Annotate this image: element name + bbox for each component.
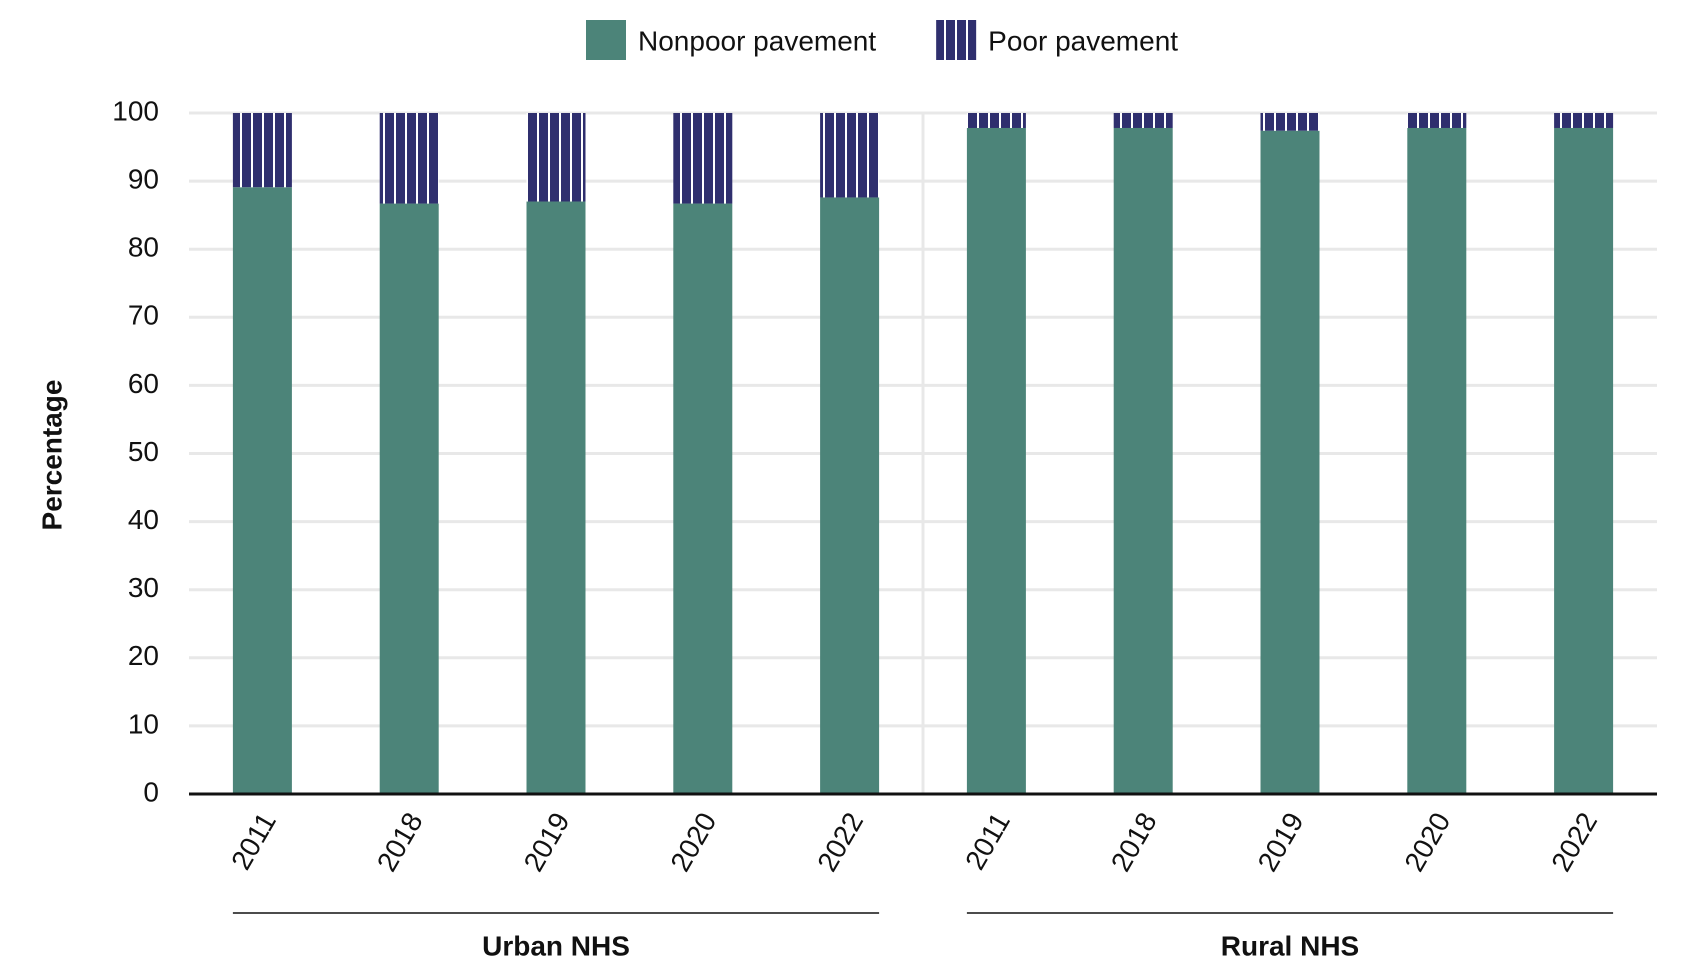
legend-swatch bbox=[936, 20, 977, 60]
y-tick-label: 20 bbox=[128, 640, 159, 671]
bar-segment bbox=[232, 113, 292, 188]
bar-segment bbox=[526, 201, 586, 794]
x-tick-label: 2019 bbox=[518, 807, 576, 876]
bar-segment bbox=[379, 203, 439, 794]
y-tick-label: 80 bbox=[128, 232, 159, 263]
bar-segment bbox=[673, 113, 733, 204]
bar-segment bbox=[1554, 113, 1614, 128]
x-tick-label: 2011 bbox=[225, 807, 282, 875]
y-tick-label: 100 bbox=[112, 95, 159, 126]
x-tick-label: 2022 bbox=[811, 807, 869, 876]
bar-segment bbox=[1260, 130, 1320, 794]
x-tick-label: 2020 bbox=[1398, 807, 1456, 876]
legend-label: Nonpoor pavement bbox=[638, 25, 876, 56]
y-tick-label: 30 bbox=[128, 572, 159, 603]
bar-segment bbox=[1407, 113, 1467, 128]
bar-segment bbox=[1113, 127, 1173, 795]
group-label: Rural NHS bbox=[1221, 930, 1359, 961]
bar-segment bbox=[526, 113, 586, 202]
bar-segment bbox=[232, 187, 292, 794]
y-tick-label: 0 bbox=[143, 776, 159, 807]
bar-segment bbox=[820, 113, 880, 198]
bar-segment bbox=[673, 203, 733, 794]
bar-segment bbox=[820, 197, 880, 795]
y-tick-label: 40 bbox=[128, 504, 159, 535]
group-label: Urban NHS bbox=[482, 930, 630, 961]
bar-segment bbox=[1260, 113, 1320, 131]
y-tick-label: 70 bbox=[128, 300, 159, 331]
bar-segment bbox=[379, 113, 439, 204]
legend-label: Poor pavement bbox=[988, 25, 1178, 56]
y-tick-label: 90 bbox=[128, 163, 159, 194]
bar-segment bbox=[1554, 127, 1614, 795]
legend-swatch bbox=[586, 20, 626, 60]
y-tick-label: 10 bbox=[128, 708, 159, 739]
x-tick-label: 2019 bbox=[1252, 807, 1310, 876]
x-tick-label: 2022 bbox=[1545, 807, 1603, 876]
x-tick-label: 2011 bbox=[959, 807, 1016, 875]
y-tick-label: 50 bbox=[128, 436, 159, 467]
bar-segment bbox=[1113, 113, 1173, 128]
x-tick-label: 2020 bbox=[664, 807, 722, 876]
bar-segment bbox=[966, 113, 1026, 128]
bar-segment bbox=[1407, 127, 1467, 795]
x-tick-label: 2018 bbox=[371, 807, 429, 876]
bar-segment bbox=[966, 127, 1026, 795]
y-axis-label: Percentage bbox=[36, 380, 67, 531]
x-tick-label: 2018 bbox=[1105, 807, 1163, 876]
y-tick-label: 60 bbox=[128, 368, 159, 399]
